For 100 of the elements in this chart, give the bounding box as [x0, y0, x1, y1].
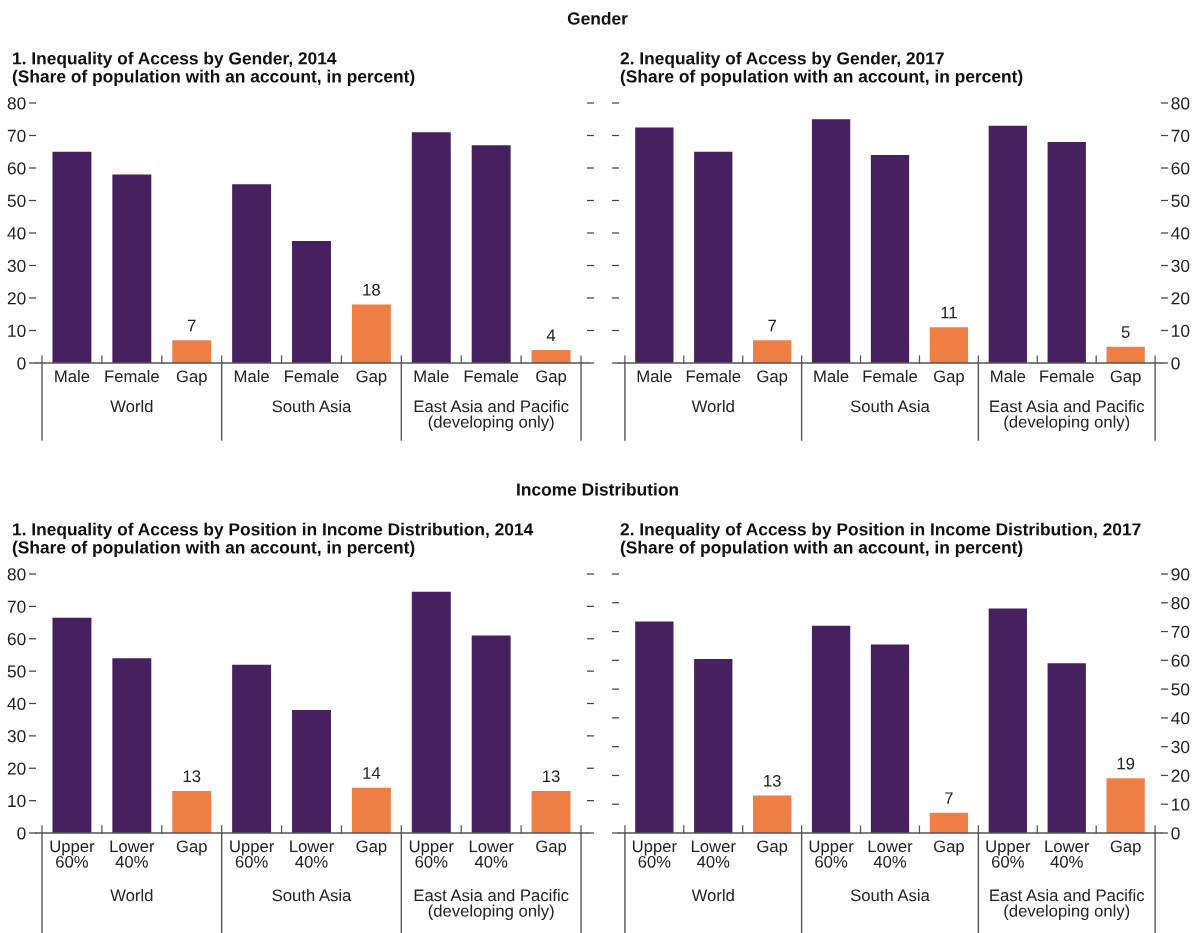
bar — [411, 132, 451, 363]
y-tick-label: 80 — [7, 568, 26, 581]
y2-tick-label: 80 — [1171, 596, 1190, 610]
x-tick-label: Lower 40% — [290, 840, 334, 868]
x-tick-label: Female — [863, 369, 918, 383]
data-label: 19 — [1117, 757, 1135, 770]
x-tick-label: Female — [105, 369, 159, 383]
y2-tick-label: 50 — [1171, 194, 1190, 207]
y2-tick-label: 10 — [1172, 798, 1190, 811]
y2-tick-label: 60 — [1171, 162, 1190, 175]
x-tick-label: Female — [686, 369, 741, 383]
y2-tick-label: 40 — [1171, 227, 1190, 240]
x-tick-label: Gap — [356, 370, 387, 386]
y-tick-label: 50 — [7, 665, 26, 678]
x-tick-label: Female — [1040, 369, 1094, 383]
x-tick-label: Male — [414, 369, 449, 383]
y-tick-label: 0 — [17, 827, 26, 840]
x-tick-label: Gap — [356, 840, 387, 856]
chart-title: 2. Inequality of Access by Gender, 2017 (Share of population with an account, in percent) — [620, 51, 1023, 86]
text: South Asia — [850, 889, 930, 902]
bar — [471, 635, 511, 833]
bar — [988, 608, 1027, 833]
text: World — [110, 889, 153, 902]
x-tick-label: Upper 60% — [986, 840, 1031, 868]
bar — [988, 125, 1027, 363]
bar — [753, 340, 792, 363]
bar — [52, 617, 92, 833]
y2-tick-label: 0 — [1171, 357, 1180, 370]
data-label: 18 — [363, 283, 380, 296]
bar — [292, 241, 331, 363]
y-tick-label: 50 — [7, 194, 26, 207]
x-tick-label: Male — [637, 369, 672, 383]
x-tick-label: Gap — [934, 370, 964, 386]
x-tick-label: Gap — [757, 370, 788, 386]
text: South Asia — [272, 889, 352, 902]
x-tick-label: Upper 60% — [50, 840, 95, 868]
x-tick-label: Female — [285, 369, 339, 383]
bar — [52, 151, 92, 363]
bar — [531, 350, 571, 363]
x-tick-label: Upper 60% — [632, 840, 677, 868]
x-tick-label: Male — [814, 369, 849, 383]
data-label: 14 — [363, 767, 381, 779]
x-tick-label: Gap — [1110, 840, 1141, 856]
data-label: 4 — [546, 329, 556, 341]
x-tick-label: Lower 40% — [691, 840, 736, 868]
y2-tick-label: 50 — [1171, 683, 1190, 696]
x-tick-label: Lower 40% — [110, 840, 155, 868]
y2-tick-label: 30 — [1171, 740, 1190, 754]
data-label: 13 — [543, 770, 560, 783]
x-tick-label: Gap — [1110, 370, 1141, 386]
bar — [694, 658, 733, 833]
chart-subtitle: Income Distribution — [517, 482, 678, 496]
bar — [411, 591, 451, 833]
bar — [1047, 663, 1086, 833]
x-tick-label: Gap — [536, 840, 567, 856]
x-tick-label: Female — [464, 369, 519, 383]
bar — [471, 145, 511, 363]
text: South Asia — [272, 400, 352, 413]
bar — [929, 812, 969, 833]
bar — [292, 709, 331, 833]
x-tick-label: Male — [991, 369, 1026, 383]
bar — [351, 787, 391, 833]
y2-tick-label: 0 — [1171, 827, 1180, 840]
text: East Asia and Pacific (developing only) — [990, 889, 1145, 921]
bar — [753, 795, 792, 833]
bar — [811, 119, 851, 363]
data-label: 13 — [764, 774, 781, 787]
y-tick-label: 60 — [7, 632, 26, 646]
bar — [870, 155, 910, 363]
x-tick-label: Gap — [757, 840, 788, 856]
y-tick-label: 0 — [17, 357, 26, 370]
text: World — [691, 889, 734, 902]
y-tick-label: 40 — [7, 227, 26, 240]
bar — [635, 621, 674, 833]
y-tick-label: 20 — [7, 292, 26, 305]
y2-tick-label: 10 — [1172, 324, 1190, 337]
data-label: 11 — [941, 306, 957, 319]
bar — [531, 790, 571, 833]
text: East Asia and Pacific (developing only) — [414, 400, 569, 432]
y-tick-label: 70 — [7, 600, 26, 613]
x-tick-label: Upper 60% — [230, 840, 275, 868]
y2-tick-label: 70 — [1171, 129, 1190, 142]
data-label: 7 — [187, 319, 196, 332]
bar — [112, 174, 152, 363]
chart-title: 2. Inequality of Access by Position in Income Distribution, 2017 (Share of population with an account, in percent) — [620, 522, 1141, 557]
bar — [1047, 142, 1086, 363]
y2-tick-label: 30 — [1171, 259, 1190, 272]
bar — [694, 151, 733, 363]
y-tick-label: 40 — [7, 697, 26, 710]
data-label: 7 — [768, 319, 776, 332]
bar — [351, 304, 391, 363]
y2-tick-label: 70 — [1171, 625, 1190, 639]
data-label: 7 — [945, 792, 953, 804]
x-tick-label: Lower 40% — [469, 840, 514, 868]
x-tick-label: Male — [55, 369, 90, 383]
y2-tick-label: 60 — [1171, 654, 1190, 667]
y-tick-label: 20 — [7, 762, 26, 775]
bar — [870, 644, 910, 833]
bar — [172, 340, 212, 363]
x-tick-label: Upper 60% — [809, 840, 854, 868]
